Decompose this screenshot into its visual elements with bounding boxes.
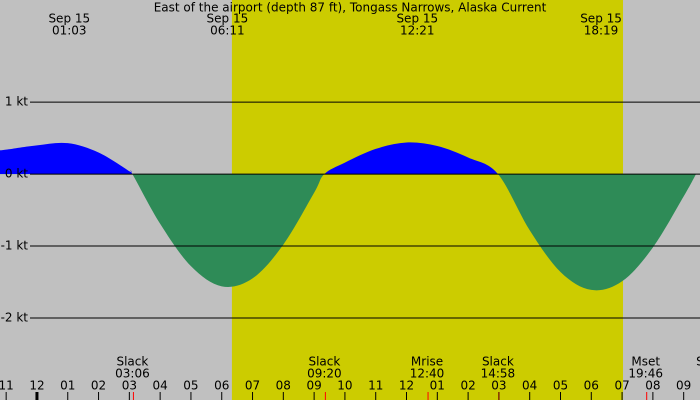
current-area <box>0 142 696 291</box>
y-tick-label: 1 kt <box>5 95 28 109</box>
x-tick-label: 03 <box>491 379 506 393</box>
top-time: 18:19 <box>584 24 619 38</box>
x-tick-label: 09 <box>676 379 691 393</box>
x-tick-label: 01 <box>430 379 445 393</box>
event-time: 12:40 <box>410 367 445 381</box>
top-date: Sep 15 <box>396 12 438 26</box>
x-tick-label: 09 <box>306 379 321 393</box>
event-label: Slack <box>482 355 514 369</box>
event-time: 14:58 <box>481 367 516 381</box>
top-time: 06:11 <box>210 24 245 38</box>
x-tick-label: 02 <box>460 379 475 393</box>
x-tick-label: 05 <box>183 379 198 393</box>
y-tick-label: 0 kt <box>5 167 28 181</box>
x-tick-label: 12 <box>399 379 414 393</box>
y-tick-label: -1 kt <box>1 239 29 253</box>
x-tick-label: 07 <box>245 379 260 393</box>
x-tick-label: 12 <box>29 379 44 393</box>
top-time: 01:03 <box>52 24 87 38</box>
event-label: Mset <box>631 355 660 369</box>
x-tick-label: 01 <box>60 379 75 393</box>
event-label: Mrise <box>411 355 443 369</box>
x-tick-label: 10 <box>337 379 352 393</box>
x-tick-label: 02 <box>91 379 106 393</box>
x-tick-label: 04 <box>522 379 537 393</box>
top-date: Sep 15 <box>48 12 90 26</box>
x-tick-label: 06 <box>214 379 229 393</box>
chart-title: East of the airport (depth 87 ft), Tonga… <box>154 1 547 15</box>
event-time: 03:06 <box>115 367 150 381</box>
event-time: 19:46 <box>628 367 663 381</box>
event-label: Slack <box>116 355 148 369</box>
x-tick-label: 04 <box>153 379 168 393</box>
top-date: Sep 15 <box>580 12 622 26</box>
x-tick-label: 08 <box>645 379 660 393</box>
x-tick-label: 11 <box>0 379 14 393</box>
x-tick-label: 05 <box>553 379 568 393</box>
x-tick-label: 08 <box>276 379 291 393</box>
y-tick-label: -2 kt <box>1 310 29 324</box>
event-time: 09:20 <box>307 367 342 381</box>
x-tick-label: 07 <box>614 379 629 393</box>
x-tick-label: 06 <box>584 379 599 393</box>
x-tick-label: 03 <box>122 379 137 393</box>
event-label: Slack <box>696 355 700 369</box>
event-label: Slack <box>308 355 340 369</box>
x-tick-label: 11 <box>368 379 383 393</box>
top-time: 12:21 <box>400 24 435 38</box>
top-date: Sep 15 <box>207 12 249 26</box>
